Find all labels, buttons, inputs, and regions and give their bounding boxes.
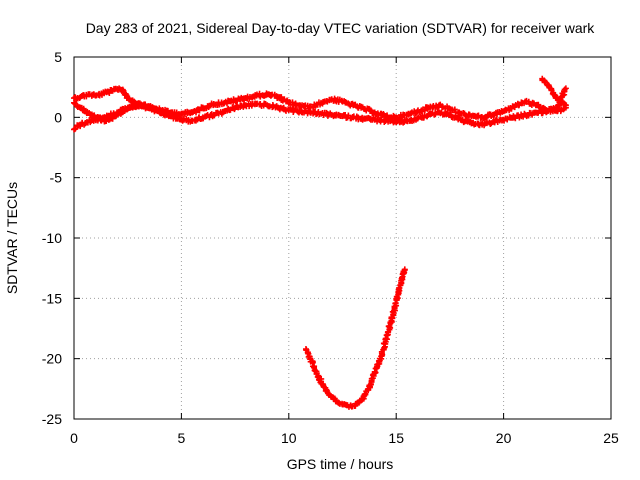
interpolated-marker	[144, 104, 151, 111]
chart-title: Day 283 of 2021, Sidereal Day-to-day VTE…	[86, 20, 596, 36]
x-tick-label: 20	[496, 430, 512, 446]
interpolated-marker	[156, 105, 163, 112]
x-tick-label: 25	[603, 430, 619, 446]
y-tick-label: 5	[54, 49, 62, 65]
x-tick-label: 0	[70, 430, 78, 446]
interpolated-marker	[560, 106, 567, 113]
x-tick-label: 5	[178, 430, 186, 446]
interpolated-marker	[327, 110, 334, 117]
y-tick-label: 0	[54, 109, 62, 125]
interpolated-marker	[91, 112, 98, 119]
interpolated-marker	[106, 90, 113, 97]
x-tick-label: 10	[281, 430, 297, 446]
y-tick-label: -20	[42, 351, 62, 367]
interpolated-marker	[312, 368, 319, 375]
interpolated-marker	[241, 96, 248, 103]
interpolated-marker	[392, 300, 399, 307]
series-4	[539, 75, 569, 109]
y-tick-label: -5	[50, 170, 63, 186]
interpolated-marker	[466, 111, 473, 118]
y-tick-label: -25	[42, 411, 62, 427]
x-axis-title: GPS time / hours	[287, 456, 394, 472]
x-tick-label: 15	[388, 430, 404, 446]
axis-ticks	[73, 56, 612, 420]
y-axis-title: SDTVAR / TECUs	[4, 182, 20, 294]
interpolated-marker	[562, 101, 569, 108]
interpolated-marker	[531, 100, 538, 107]
y-tick-label: -10	[42, 230, 62, 246]
interpolated-marker	[561, 86, 568, 93]
interpolated-marker	[109, 115, 116, 122]
y-tick-label: -15	[42, 290, 62, 306]
interpolated-marker	[555, 102, 562, 109]
y-tick-labels: 5 0 -5 -10 -15 -20 -25	[42, 49, 62, 427]
x-tick-labels: 0 5 10 15 20 25	[70, 430, 619, 446]
interpolated-marker	[401, 267, 408, 274]
series-3	[71, 99, 163, 125]
data-series	[71, 75, 569, 410]
series-5	[302, 266, 408, 410]
